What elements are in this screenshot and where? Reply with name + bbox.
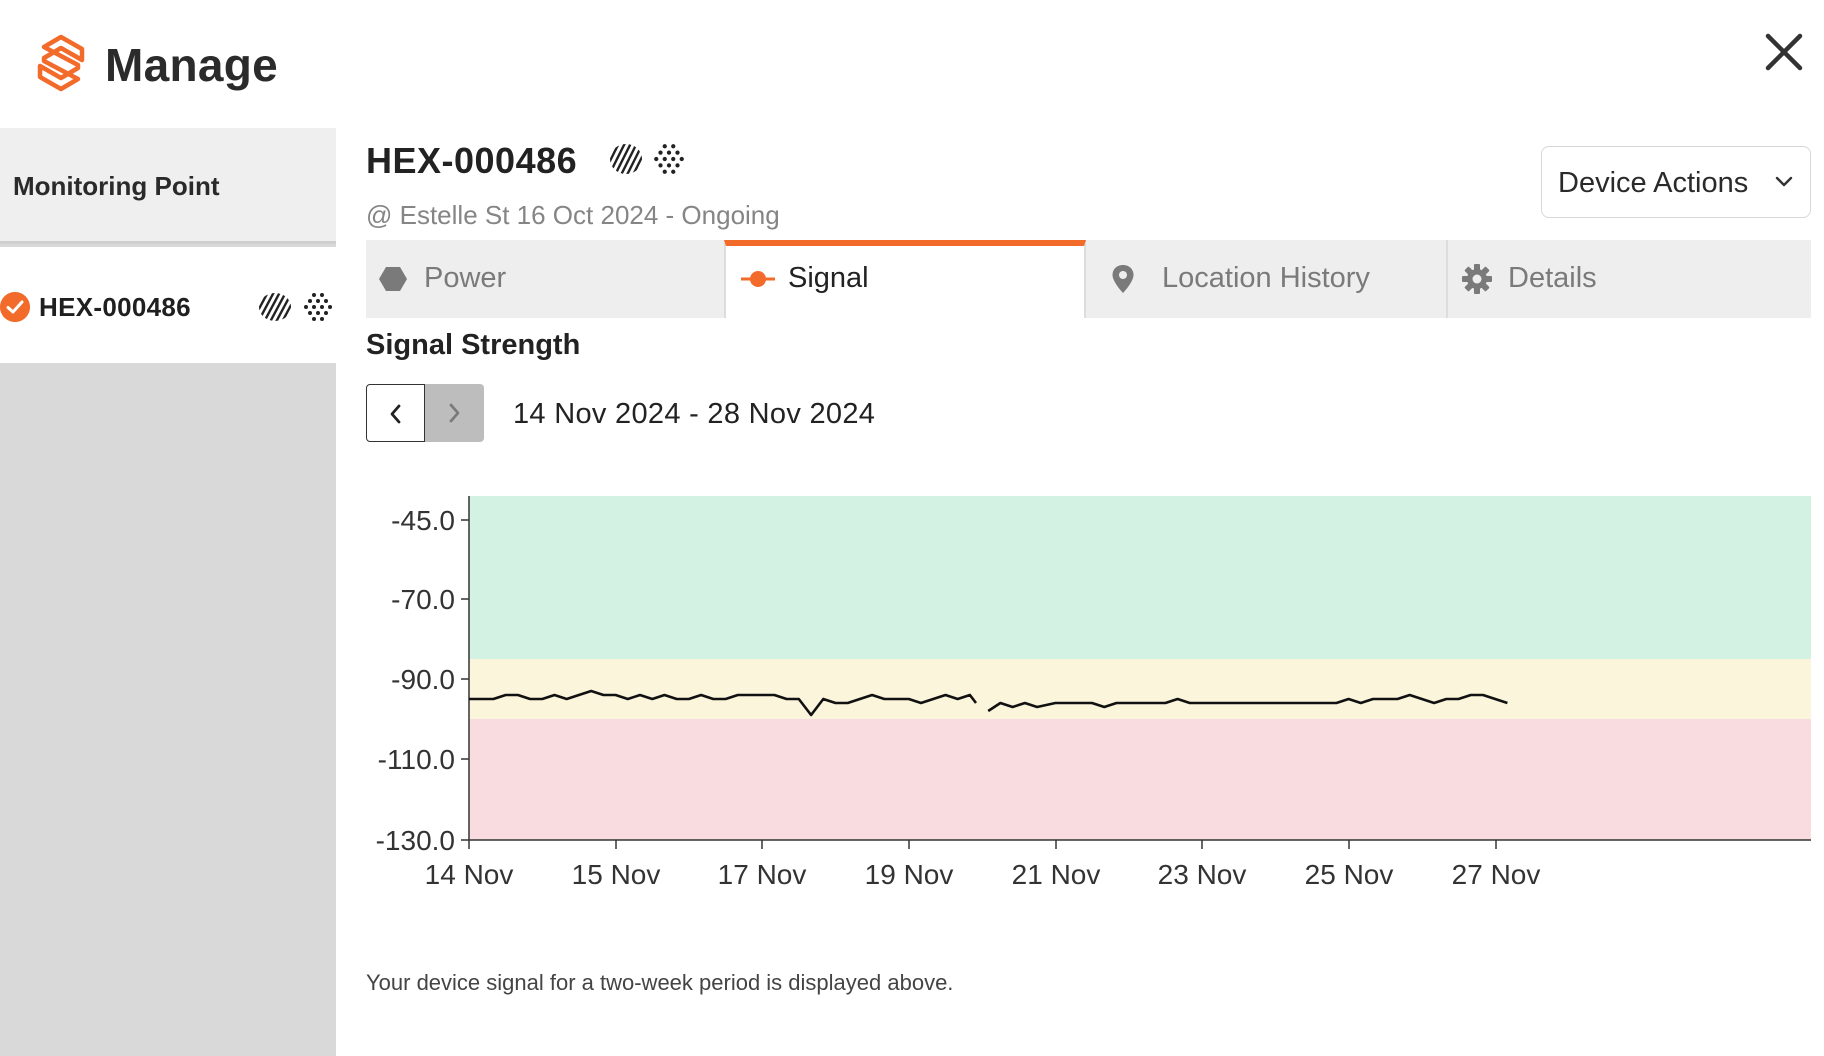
dotted-tag-icon <box>304 293 332 321</box>
y-tick-label: -70.0 <box>391 584 455 615</box>
signal-line-segment-0 <box>469 689 978 717</box>
next-period-button[interactable] <box>425 384 484 442</box>
device-title: HEX-000486 <box>366 140 578 181</box>
date-range-label: 14 Nov 2024 - 28 Nov 2024 <box>513 398 876 430</box>
band-1 <box>469 659 1811 719</box>
sidebar-header-label: Monitoring Point <box>13 171 220 201</box>
y-tick-label: -110.0 <box>378 744 455 775</box>
close-icon[interactable] <box>1760 28 1808 76</box>
x-tick-label: 14 Nov <box>425 859 514 890</box>
app-title: Manage <box>105 39 279 91</box>
sidebar: Monitoring Point HEX-000486 <box>0 128 336 1056</box>
chevron-left-icon <box>390 404 401 424</box>
check-icon <box>0 292 30 322</box>
device-subtitle: @ Estelle St 16 Oct 2024 - Ongoing <box>366 200 780 230</box>
tab-power[interactable]: Power <box>366 240 724 318</box>
tab-label: Power <box>424 262 507 294</box>
signal-line-segment-1 <box>987 693 1508 713</box>
y-tick-label: -130.0 <box>376 825 455 856</box>
device-actions-label: Device Actions <box>1558 167 1749 199</box>
y-tick-label: -90.0 <box>391 664 455 695</box>
sidebar-item-hex-000486[interactable]: HEX-000486 <box>0 247 336 363</box>
hatched-tag-icon <box>259 293 291 321</box>
map-pin-icon <box>1112 265 1134 293</box>
hatched-tag-icon <box>610 144 642 174</box>
x-tick-label: 27 Nov <box>1452 859 1541 890</box>
app-header: Manage <box>0 0 1824 110</box>
gear-icon <box>1462 264 1492 294</box>
x-tick-label: 21 Nov <box>1012 859 1101 890</box>
chevron-right-icon <box>449 403 460 423</box>
x-tick-label: 25 Nov <box>1305 859 1394 890</box>
section-title: Signal Strength <box>366 329 581 361</box>
x-tick-label: 19 Nov <box>865 859 954 890</box>
chart-footnote: Your device signal for a two-week period… <box>366 970 954 995</box>
sidebar-item-label: HEX-000486 <box>39 292 191 322</box>
logo-icon <box>37 34 85 92</box>
hexagon-icon <box>379 267 407 291</box>
dotted-tag-icon <box>654 144 684 174</box>
chart-canvas: -45.0 -70.0 -90.0 -110.0 -130.014 Nov 15 Nov 1… <box>376 496 1811 890</box>
chevron-down-icon <box>1775 176 1793 187</box>
tab-label: Details <box>1508 262 1597 294</box>
y-tick-label: -45.0 <box>391 505 455 536</box>
band-2 <box>469 719 1811 840</box>
x-tick-label: 15 Nov <box>572 859 661 890</box>
tab-label: Signal <box>788 262 869 294</box>
band-0 <box>469 496 1811 659</box>
x-tick-label: 23 Nov <box>1158 859 1247 890</box>
device-actions-dropdown[interactable]: Device Actions <box>1541 146 1811 218</box>
tab-label: Location History <box>1162 262 1370 294</box>
tab-bar: Power Signal Location History <box>366 240 1811 318</box>
tab-details[interactable]: Details <box>1448 240 1811 318</box>
sidebar-header: Monitoring Point <box>0 128 336 244</box>
x-tick-label: 17 Nov <box>718 859 807 890</box>
tab-location-history[interactable]: Location History <box>1086 240 1448 318</box>
signal-dot-icon <box>741 271 775 287</box>
date-pager <box>366 384 484 442</box>
tab-signal[interactable]: Signal <box>724 240 1086 318</box>
previous-period-button[interactable] <box>366 384 425 442</box>
signal-strength-chart: -45.0 -70.0 -90.0 -110.0 -130.0 14 Nov 15 Nov 1… <box>366 478 1811 958</box>
